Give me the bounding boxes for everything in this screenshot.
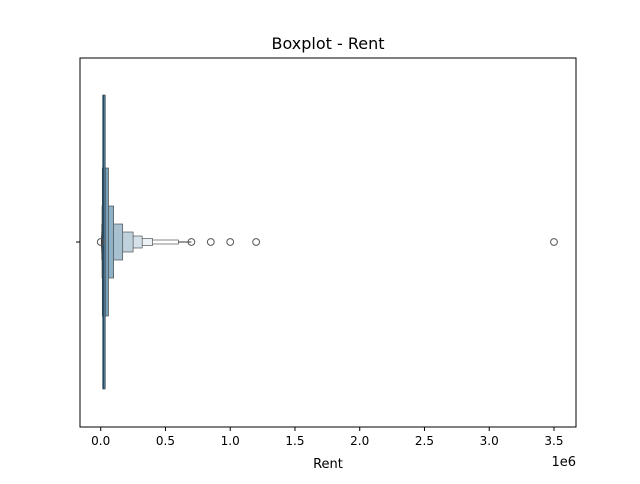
x-tick-label: 1.5 xyxy=(285,434,304,448)
outlier-point xyxy=(96,238,105,246)
x-axis-scale-offset: 1e6 xyxy=(551,455,576,470)
x-axis: 0.0 0.5 1.0 1.5 2.0 2.5 3.0 3.5 xyxy=(76,57,577,448)
x-tick-label: 0.5 xyxy=(156,434,175,448)
x-tick-label: 3.5 xyxy=(544,434,563,448)
outlier-point xyxy=(226,238,235,246)
plot-area xyxy=(96,94,558,390)
x-tick-label: 0.0 xyxy=(91,434,110,448)
x-tick-label: 2.5 xyxy=(415,434,434,448)
outlier-point xyxy=(550,238,558,246)
x-axis-label: Rent xyxy=(313,457,343,472)
x-tick-label: 3.0 xyxy=(480,434,499,448)
outlier-point xyxy=(206,238,215,246)
outlier-point xyxy=(187,238,196,246)
x-tick-label: 1.0 xyxy=(221,434,240,448)
outlier-point xyxy=(252,238,261,246)
chart-title: Boxplot - Rent xyxy=(271,34,384,53)
x-tick-label: 2.0 xyxy=(350,434,369,448)
